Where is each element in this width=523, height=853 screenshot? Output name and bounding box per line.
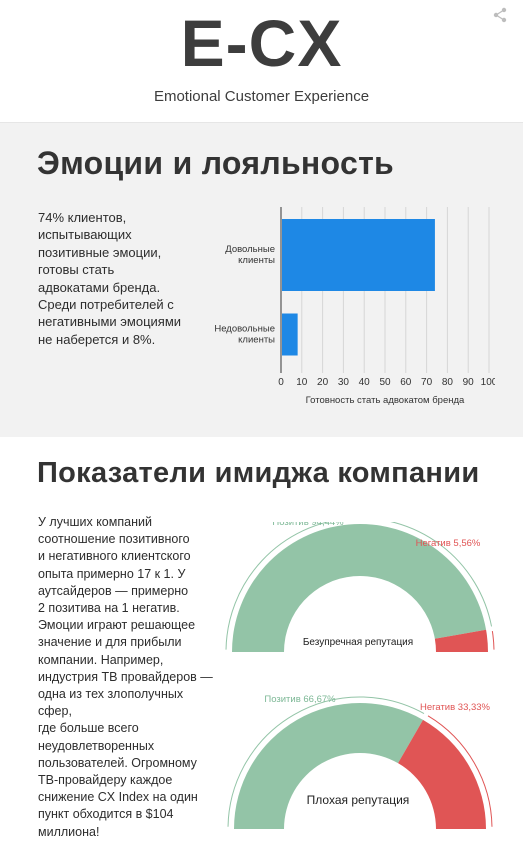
header: E-CX Emotional Customer Experience — [0, 0, 523, 123]
negative-label: Негатив 33,33% — [420, 702, 491, 713]
positive-bracket — [225, 522, 493, 650]
gauge-center-label: Безупречная репутация — [303, 637, 413, 648]
x-tick-label: 80 — [442, 377, 454, 388]
text-line: пункт обходится в $104 — [38, 807, 174, 822]
text-line: 2 позитива на 1 негатив. — [38, 601, 180, 616]
share-icon[interactable] — [491, 6, 509, 24]
positive-label: Позитив 66,67% — [264, 694, 336, 705]
negative-bracket — [491, 630, 495, 650]
text-line: готовы стать — [38, 262, 115, 278]
text-line: позитивные эмоции, — [38, 244, 162, 260]
gauge-center-label: Плохая репутация — [307, 793, 410, 807]
text-line: и негативного клиентского — [38, 549, 191, 564]
x-tick-label: 70 — [421, 377, 433, 388]
category-label: клиенты — [238, 255, 275, 266]
negative-bracket — [427, 715, 493, 827]
bar — [282, 313, 298, 356]
text-line: Эмоции играют решающее — [38, 618, 196, 633]
text-line: аутсайдеров — примерно — [38, 583, 189, 598]
text-line: соотношение позитивного — [38, 532, 190, 547]
gauge-negative-arc — [398, 719, 486, 829]
x-tick-label: 90 — [463, 377, 475, 388]
gauge-positive-arc — [234, 702, 424, 829]
text-line: испытывающих — [38, 227, 132, 243]
emotions-loyalty-section: Эмоции и лояльность 74% клиентов, испытыв… — [0, 123, 523, 437]
x-tick-label: 0 — [278, 377, 284, 388]
text-line: пользователей. Огромному — [38, 755, 197, 770]
category-label: клиенты — [238, 335, 275, 346]
negative-label: Негатив 5,56% — [416, 538, 481, 549]
gauge-negative-arc — [434, 629, 488, 652]
gauge-positive-arc — [232, 524, 487, 652]
subtitle: Emotional Customer Experience — [153, 88, 370, 105]
text-line: негативными эмоциями — [38, 314, 182, 330]
text-line: У лучших компаний — [38, 515, 152, 529]
positive-bracket — [227, 696, 425, 827]
text-line: Среди потребителей с — [38, 297, 174, 313]
company-image-section: Показатели имиджа компании У лучших комп… — [0, 437, 523, 853]
positive-label: Позитив 94,44% — [272, 522, 344, 528]
text-line: одна из тех злополучных сфер, — [38, 687, 184, 719]
x-axis-label: Готовность стать адвокатом бренда — [306, 395, 465, 406]
text-line: не наберется и 8%. — [38, 331, 156, 347]
bar-chart: 0 10 20 30 40 50 60 70 80 90 100ДовольныеклиентыНе… — [214, 207, 495, 406]
gauge-charts: Позитив 94,44% Негатив 5,56% Безупречная р… — [225, 522, 495, 829]
text-line: ТВ-провайдеру каждое — [38, 773, 173, 788]
x-tick-label: 100 — [481, 377, 495, 388]
section-title: Эмоции и лояльность — [37, 145, 395, 181]
text-line: миллиона! — [38, 824, 100, 839]
text-line: компании. Например, — [38, 652, 164, 667]
logo: E-CX — [180, 6, 343, 80]
text-line: неудовлетворенных — [38, 738, 155, 753]
section-title: Показатели имиджа компании — [37, 457, 480, 489]
text-line: снижение CX Index на один — [38, 790, 198, 805]
category-label: Недовольные — [214, 324, 275, 335]
x-tick-label: 10 — [296, 377, 308, 388]
category-label: Довольные — [225, 244, 275, 255]
text-line: где больше всего — [38, 721, 139, 736]
section-text: 74% клиентов, испытывающих позитивные эмоц… — [38, 209, 188, 348]
section-text: У лучших компаний соотношение позитивного… — [38, 514, 216, 841]
x-tick-label: 20 — [317, 377, 329, 388]
x-tick-label: 50 — [379, 377, 391, 388]
text-line: индустрия ТВ провайдеров — — [38, 669, 213, 684]
text-line: значение и для прибыли — [38, 635, 182, 650]
x-tick-label: 40 — [359, 377, 371, 388]
x-tick-label: 30 — [338, 377, 350, 388]
bar — [282, 219, 435, 291]
text-line: опыта примерно 17 к 1. У — [38, 566, 186, 581]
x-tick-label: 60 — [400, 377, 412, 388]
text-line: адвокатами бренда. — [38, 279, 161, 295]
text-line: 74% клиентов, — [38, 210, 127, 225]
